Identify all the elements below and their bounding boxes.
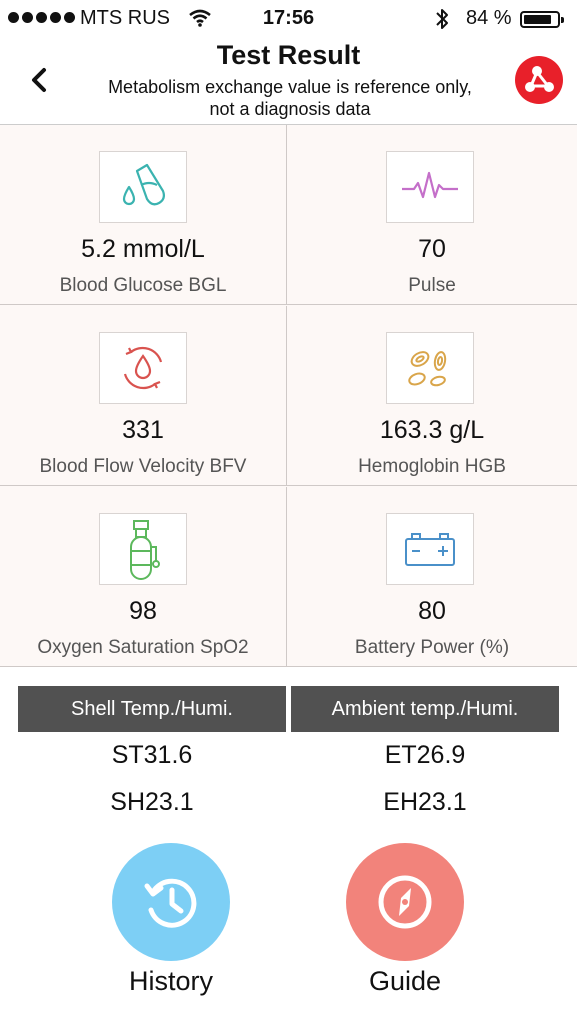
nav-header: Test Result Metabolism exchange value is…	[0, 40, 577, 125]
metric-battery-power: 80 Battery Power (%)	[287, 487, 577, 667]
red-blood-cells-icon	[386, 332, 474, 404]
ambient-temp-value: ET26.9	[291, 732, 559, 779]
metric-oxygen-saturation: 98 Oxygen Saturation SpO2	[0, 487, 287, 667]
ambient-column: Ambient temp./Humi. ET26.9 EH23.1	[291, 686, 559, 826]
pulse-wave-icon	[386, 151, 474, 223]
history-button[interactable]	[112, 843, 230, 961]
share-button[interactable]	[515, 56, 563, 104]
oxygen-tank-icon	[99, 513, 187, 585]
metric-blood-glucose: 5.2 mmol/L Blood Glucose BGL	[0, 125, 287, 305]
chevron-left-icon	[32, 68, 46, 92]
share-icon	[525, 66, 554, 92]
disclaimer-line-2: not a diagnosis data	[209, 99, 371, 119]
history-clock-icon	[144, 878, 197, 928]
oxygen-saturation-label: Oxygen Saturation SpO2	[37, 637, 249, 658]
blood-flow-cycle-icon	[99, 332, 187, 404]
signal-strength-icon	[8, 9, 75, 23]
wifi-icon	[188, 8, 212, 34]
shell-temp-value: ST31.6	[18, 732, 286, 779]
metrics-grid: 5.2 mmol/L Blood Glucose BGL 70 Pulse 33	[0, 125, 577, 667]
pulse-value: 70	[418, 235, 446, 263]
battery-power-label: Battery Power (%)	[354, 637, 510, 658]
blood-flow-velocity-label: Blood Flow Velocity BFV	[39, 456, 247, 477]
ambient-humi-value: EH23.1	[291, 779, 559, 826]
guide-button[interactable]	[346, 843, 464, 961]
hemoglobin-label: Hemoglobin HGB	[358, 456, 506, 477]
shell-humi-value: SH23.1	[18, 779, 286, 826]
metric-blood-flow-velocity: 331 Blood Flow Velocity BFV	[0, 306, 287, 486]
battery-percent: 84 %	[466, 7, 512, 29]
ambient-header: Ambient temp./Humi.	[291, 686, 559, 732]
blood-drop-test-tube-icon	[99, 151, 187, 223]
bluetooth-icon	[434, 7, 450, 37]
temperature-humidity-table: Shell Temp./Humi. ST31.6 SH23.1 Ambient …	[18, 686, 559, 826]
disclaimer-text: Metabolism exchange value is reference o…	[60, 76, 520, 120]
battery-status-icon	[520, 11, 564, 28]
blood-glucose-label: Blood Glucose BGL	[59, 275, 227, 296]
battery-fill	[524, 15, 551, 24]
hemoglobin-value: 163.3 g/L	[379, 416, 485, 444]
metric-hemoglobin: 163.3 g/L Hemoglobin HGB	[287, 306, 577, 486]
status-bar: MTS RUS 17:56 84 %	[0, 0, 577, 40]
carrier-name: MTS RUS	[80, 7, 170, 29]
battery-power-value: 80	[418, 597, 446, 625]
oxygen-saturation-value: 98	[129, 597, 157, 625]
shell-column: Shell Temp./Humi. ST31.6 SH23.1	[18, 686, 286, 826]
pulse-label: Pulse	[408, 275, 456, 296]
clock: 17:56	[262, 7, 315, 29]
blood-glucose-value: 5.2 mmol/L	[81, 235, 205, 263]
back-button[interactable]	[22, 60, 58, 100]
page-title: Test Result	[216, 40, 361, 70]
battery-icon	[386, 513, 474, 585]
metric-pulse: 70 Pulse	[287, 125, 577, 305]
compass-icon	[378, 875, 432, 929]
history-label[interactable]: History	[128, 966, 213, 996]
guide-label[interactable]: Guide	[368, 966, 442, 996]
blood-flow-velocity-value: 331	[122, 416, 164, 444]
disclaimer-line-1: Metabolism exchange value is reference o…	[108, 77, 472, 97]
shell-header: Shell Temp./Humi.	[18, 686, 286, 732]
